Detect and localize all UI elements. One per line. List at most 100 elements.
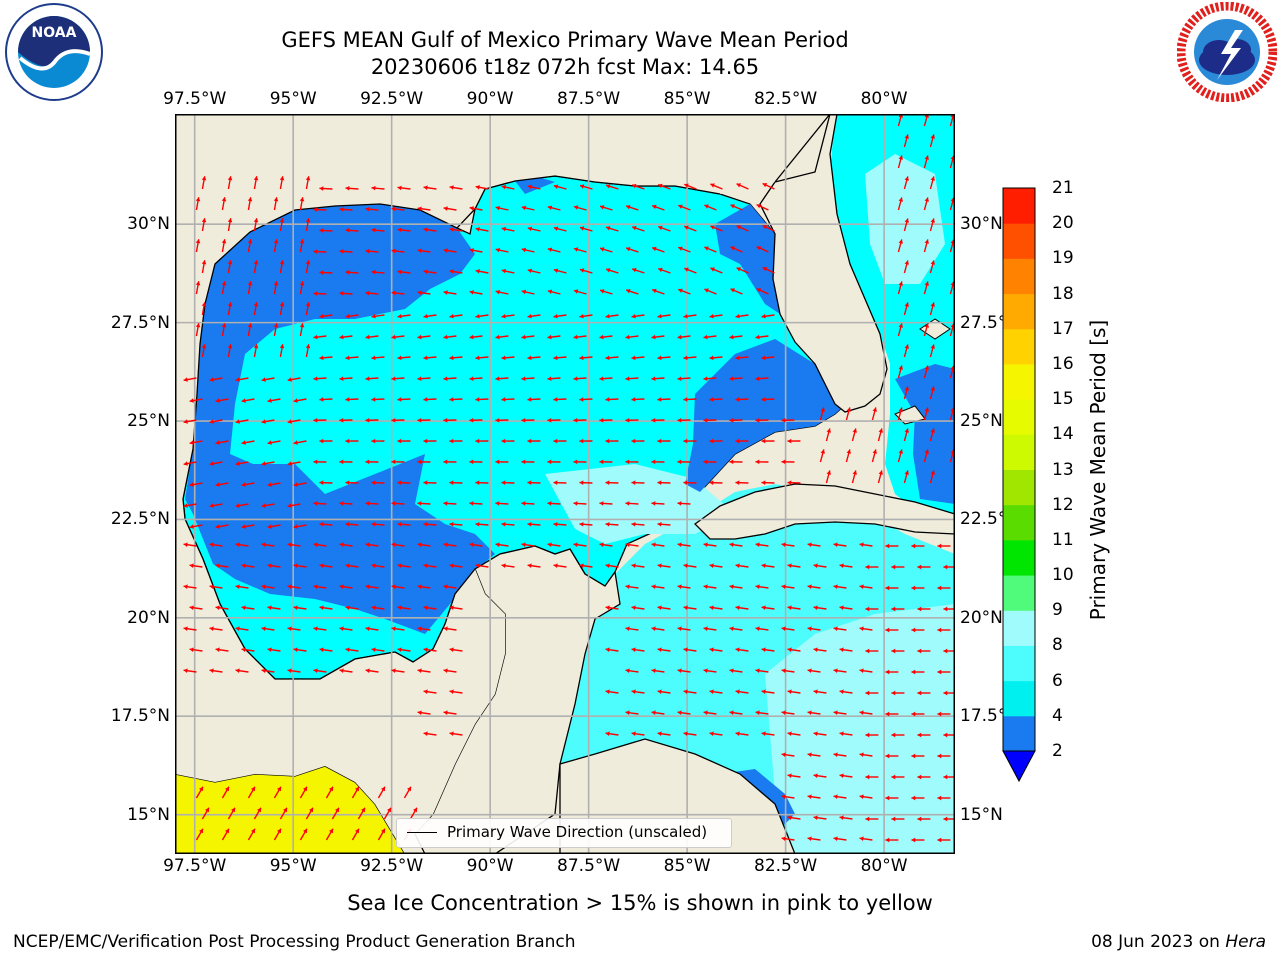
wave-arrow-head <box>250 786 256 792</box>
wave-arrow-head <box>709 563 714 569</box>
wave-arrow-head <box>183 461 188 466</box>
wave-arrow-head <box>755 417 760 423</box>
wave-arrow-head <box>657 689 662 695</box>
wave-arrow-head <box>651 459 656 465</box>
wave-arrow-head <box>279 218 285 223</box>
wave-arrow-head <box>221 323 227 328</box>
wave-arrow-head <box>807 584 812 590</box>
wave-arrow-head <box>235 503 240 508</box>
wave-arrow-head <box>651 334 656 340</box>
wave-arrow-head <box>709 605 714 611</box>
lon-tick-label: 85°W <box>663 856 711 876</box>
wave-arrow-head <box>729 584 734 590</box>
wave-arrow-head <box>755 668 760 674</box>
wave-arrow-head <box>787 689 792 695</box>
wave-arrow-head <box>423 731 428 737</box>
wave-arrow-head <box>579 397 584 402</box>
lon-tick-label: 82.5°W <box>754 89 818 109</box>
wave-arrow-head <box>319 563 324 569</box>
wave-arrow-head <box>201 302 207 307</box>
wave-arrow-head <box>898 155 904 160</box>
wave-arrow-head <box>308 807 314 813</box>
wave-arrow-head <box>521 334 526 340</box>
wave-arrow-head <box>735 480 740 485</box>
wave-arrow-head <box>651 710 656 716</box>
wave-arrow-head <box>313 501 318 506</box>
wave-arrow-head <box>449 269 454 274</box>
wave-arrow-head <box>495 459 500 465</box>
wave-arrow-head <box>227 260 233 265</box>
wave-arrow-head <box>703 668 708 674</box>
wave-arrow-head <box>573 205 579 210</box>
wave-arrow-head <box>652 246 657 252</box>
wave-arrow-head <box>282 807 288 813</box>
wave-arrow-head <box>319 228 324 233</box>
wave-arrow-head <box>885 543 890 549</box>
lon-tick-label: 95°W <box>269 89 317 109</box>
wave-arrow-head <box>736 267 741 272</box>
wave-arrow-head <box>709 438 714 444</box>
wave-arrow-head <box>227 218 233 223</box>
wave-arrow-head <box>631 521 636 527</box>
wave-arrow-head <box>729 376 734 381</box>
colorbar-tick-label: 21 <box>1052 178 1074 198</box>
wave-arrow-head <box>911 543 916 549</box>
wave-arrow-head <box>183 503 188 508</box>
wave-arrow-head <box>371 185 376 191</box>
wave-arrow-head <box>891 648 896 654</box>
wave-arrow-head <box>365 417 370 423</box>
wave-arrow-head <box>397 605 402 611</box>
wave-arrow-head <box>313 459 318 465</box>
colorbar-tick-label: 10 <box>1052 565 1074 586</box>
wave-arrow-head <box>730 288 735 293</box>
wave-arrow-head <box>729 417 734 423</box>
wave-arrow-head <box>397 313 402 319</box>
wave-arrow-head <box>917 774 922 780</box>
wave-arrow-head <box>872 449 878 454</box>
wave-arrow-head <box>579 313 584 319</box>
wave-arrow-head <box>605 605 610 611</box>
colorbar-band <box>1003 469 1035 506</box>
wave-arrow-head <box>241 647 246 653</box>
wave-arrow-head <box>423 313 428 319</box>
wave-arrow-head <box>937 543 942 549</box>
wave-arrow-head <box>313 207 318 212</box>
wave-arrow-head <box>469 290 474 295</box>
wave-arrow-head <box>412 807 418 813</box>
wave-arrow-head <box>501 438 506 444</box>
wave-arrow-head <box>761 605 766 611</box>
wave-arrow-head <box>339 584 344 590</box>
wave-arrow-head <box>195 239 201 244</box>
wave-arrow-head <box>813 689 818 695</box>
wave-arrow-head <box>704 246 709 251</box>
wave-arrow-head <box>813 731 818 737</box>
wave-arrow-head <box>761 647 766 653</box>
wave-arrow-head <box>657 438 662 444</box>
wave-arrow-head <box>833 794 838 800</box>
wave-arrow-head <box>917 816 922 822</box>
wave-arrow-head <box>469 376 474 381</box>
wave-arrow-head <box>605 397 610 402</box>
wave-arrow-head <box>943 774 948 780</box>
wave-arrow-head <box>215 398 220 403</box>
wave-arrow-head <box>898 281 904 286</box>
wave-arrow-head <box>553 313 558 319</box>
wave-arrow-head <box>345 563 350 569</box>
lat-tick-label: 27.5°N <box>110 312 170 333</box>
wave-arrow-head <box>684 267 689 272</box>
wave-arrow-head <box>391 501 396 506</box>
wave-arrow-head <box>495 542 500 548</box>
colorbar-band <box>1003 188 1035 224</box>
wave-arrow-head <box>631 480 636 485</box>
wave-arrow-head <box>865 774 870 780</box>
wave-arrow-head <box>710 267 715 272</box>
wave-arrow-head <box>813 773 818 779</box>
lat-tick-label: 30°N <box>960 214 1003 235</box>
wave-arrow-head <box>787 815 792 821</box>
colorbar-tick-label: 20 <box>1052 213 1074 234</box>
wave-arrow-head <box>573 501 578 506</box>
wave-arrow-head <box>417 459 422 465</box>
wave-arrow-head <box>501 313 506 319</box>
wave-arrow-head <box>898 323 904 328</box>
colorbar-tick-label: 8 <box>1052 635 1063 656</box>
